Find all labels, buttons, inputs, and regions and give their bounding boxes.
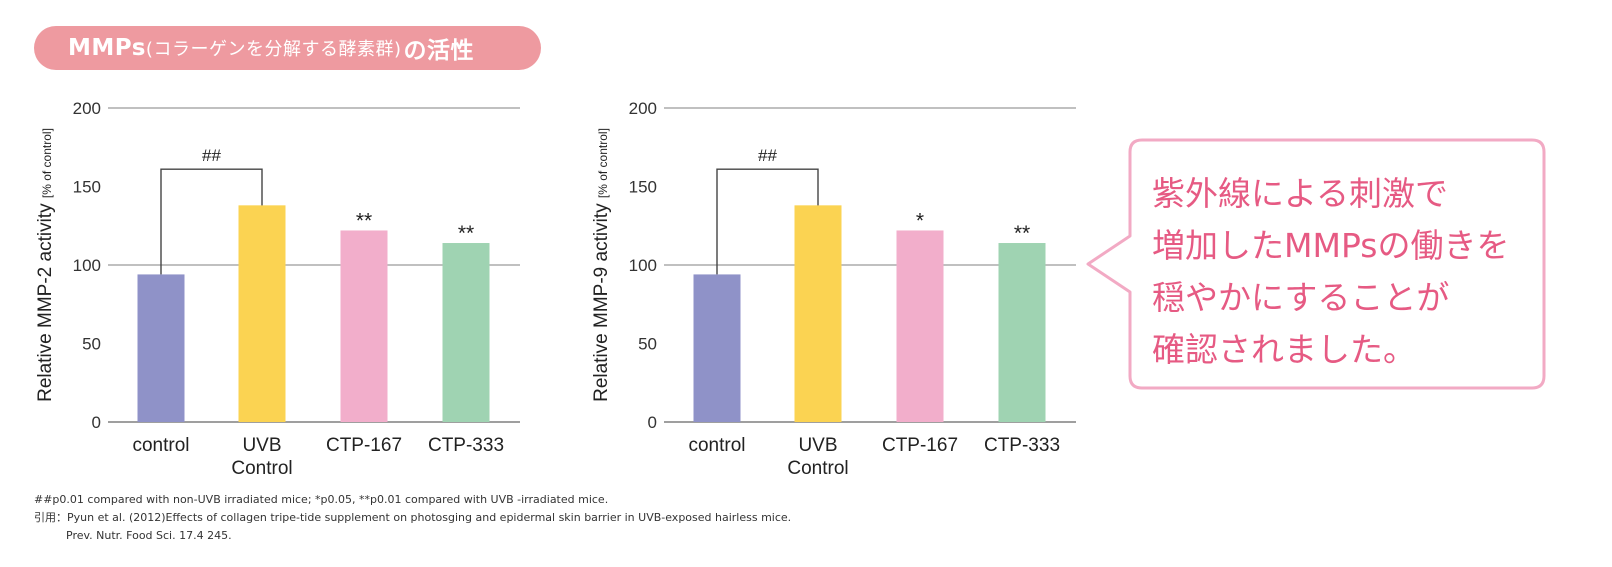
mmp2-x-tick-label: CTP-333 xyxy=(428,435,504,456)
mmp9-x-tick-label: CTP-333 xyxy=(984,435,1060,456)
mmp2-significance-bracket xyxy=(160,168,263,275)
mmp9-bracket-label: ## xyxy=(758,146,777,165)
mmp2-chart: 0 50 100 150 200 Relative MMP-2 activity [% o… xyxy=(0,84,540,488)
mmp9-x-tick-label: Control xyxy=(787,458,848,479)
mmp2-y-axis-label-unit: [% of control] xyxy=(40,128,54,198)
mmp9-y-tick-label: 100 xyxy=(629,256,657,275)
mmp9-y-axis-label: Relative MMP-9 activity [% of control] xyxy=(591,128,612,402)
callout-line: 穏やかにすることが xyxy=(1152,278,1450,317)
mmp2-y-tick-label: 50 xyxy=(82,335,101,354)
mmp2-bracket-label: ## xyxy=(202,146,221,165)
footnote-journal: Prev. Nutr. Food Sci. 17.4 245. xyxy=(66,529,232,542)
callout-bubble-outline xyxy=(1086,138,1546,390)
mmp9-x-tick-label: UVB xyxy=(798,435,837,456)
mmp9-significance-mark: ** xyxy=(1014,222,1030,245)
mmp9-x-tick-label: CTP-167 xyxy=(882,435,958,456)
mmp2-significance-mark: ** xyxy=(458,222,474,245)
callout-text: 紫外線による刺激で 増加したMMPsの働きを 穏やかにすることが 確認されました… xyxy=(1152,168,1552,376)
mmp2-significance-mark: ** xyxy=(356,209,372,232)
mmp2-y-tick-label: 150 xyxy=(73,178,101,197)
mmp2-bar xyxy=(442,243,490,422)
mmp9-significance-bracket xyxy=(716,168,819,275)
callout-line: 確認されました。 xyxy=(1152,330,1416,369)
mmp9-bar xyxy=(693,274,741,422)
callout-bubble xyxy=(1086,138,1546,390)
mmp2-x-tick-label: UVB xyxy=(242,435,281,456)
mmp2-chart-svg: 0 50 100 150 200 Relative MMP-2 activity [% o… xyxy=(35,99,520,479)
title-tail: の活性 xyxy=(403,38,474,64)
mmp2-bar xyxy=(137,274,185,422)
mmp2-y-axis-label-main: Relative MMP-2 activity xyxy=(35,198,56,402)
mmp9-y-axis-label-main: Relative MMP-9 activity xyxy=(591,198,612,402)
title-main: MMPs xyxy=(68,35,146,61)
mmp9-bar xyxy=(794,205,842,422)
mmp9-bar xyxy=(896,230,944,422)
mmp9-y-axis-label-unit: [% of control] xyxy=(596,128,610,198)
footnote-citation: 引用：Pyun et al. (2012)Effects of collagen… xyxy=(34,511,792,524)
mmp9-chart-svg: 0 50 100 150 200 Relative MMP-9 activity [% o… xyxy=(591,99,1076,479)
callout-line: 紫外線による刺激で xyxy=(1152,174,1449,213)
footnotes: ##p0.01 compared with non-UVB irradiated… xyxy=(34,491,934,545)
mmp9-y-tick-label: 150 xyxy=(629,178,657,197)
mmp2-x-tick-label: control xyxy=(132,435,189,456)
mmp2-y-tick-label: 0 xyxy=(92,413,101,432)
mmp2-y-axis-label: Relative MMP-2 activity [% of control] xyxy=(35,128,56,402)
mmp9-chart: 0 50 100 150 200 Relative MMP-9 activity [% o… xyxy=(556,84,1096,488)
mmp2-y-tick-label: 200 xyxy=(73,99,101,118)
mmp9-y-tick-label: 200 xyxy=(629,99,657,118)
mmp2-x-tick-label: CTP-167 xyxy=(326,435,402,456)
mmp2-bar xyxy=(238,205,286,422)
section-title-pill: MMPs (コラーゲンを分解する酵素群) の活性 xyxy=(34,26,541,70)
title-paren: (コラーゲンを分解する酵素群) xyxy=(145,39,402,60)
mmp9-x-tick-label: control xyxy=(688,435,745,456)
mmp9-y-tick-label: 50 xyxy=(638,335,657,354)
mmp2-y-tick-label: 100 xyxy=(73,256,101,275)
mmp2-bar xyxy=(340,230,388,422)
footnote-significance: ##p0.01 compared with non-UVB irradiated… xyxy=(34,493,609,506)
mmp2-x-tick-label: Control xyxy=(231,458,292,479)
mmp9-y-tick-label: 0 xyxy=(648,413,657,432)
callout-line: 増加したMMPsの働きを xyxy=(1152,226,1510,265)
mmp9-significance-mark: * xyxy=(916,209,924,232)
mmp9-bar xyxy=(998,243,1046,422)
